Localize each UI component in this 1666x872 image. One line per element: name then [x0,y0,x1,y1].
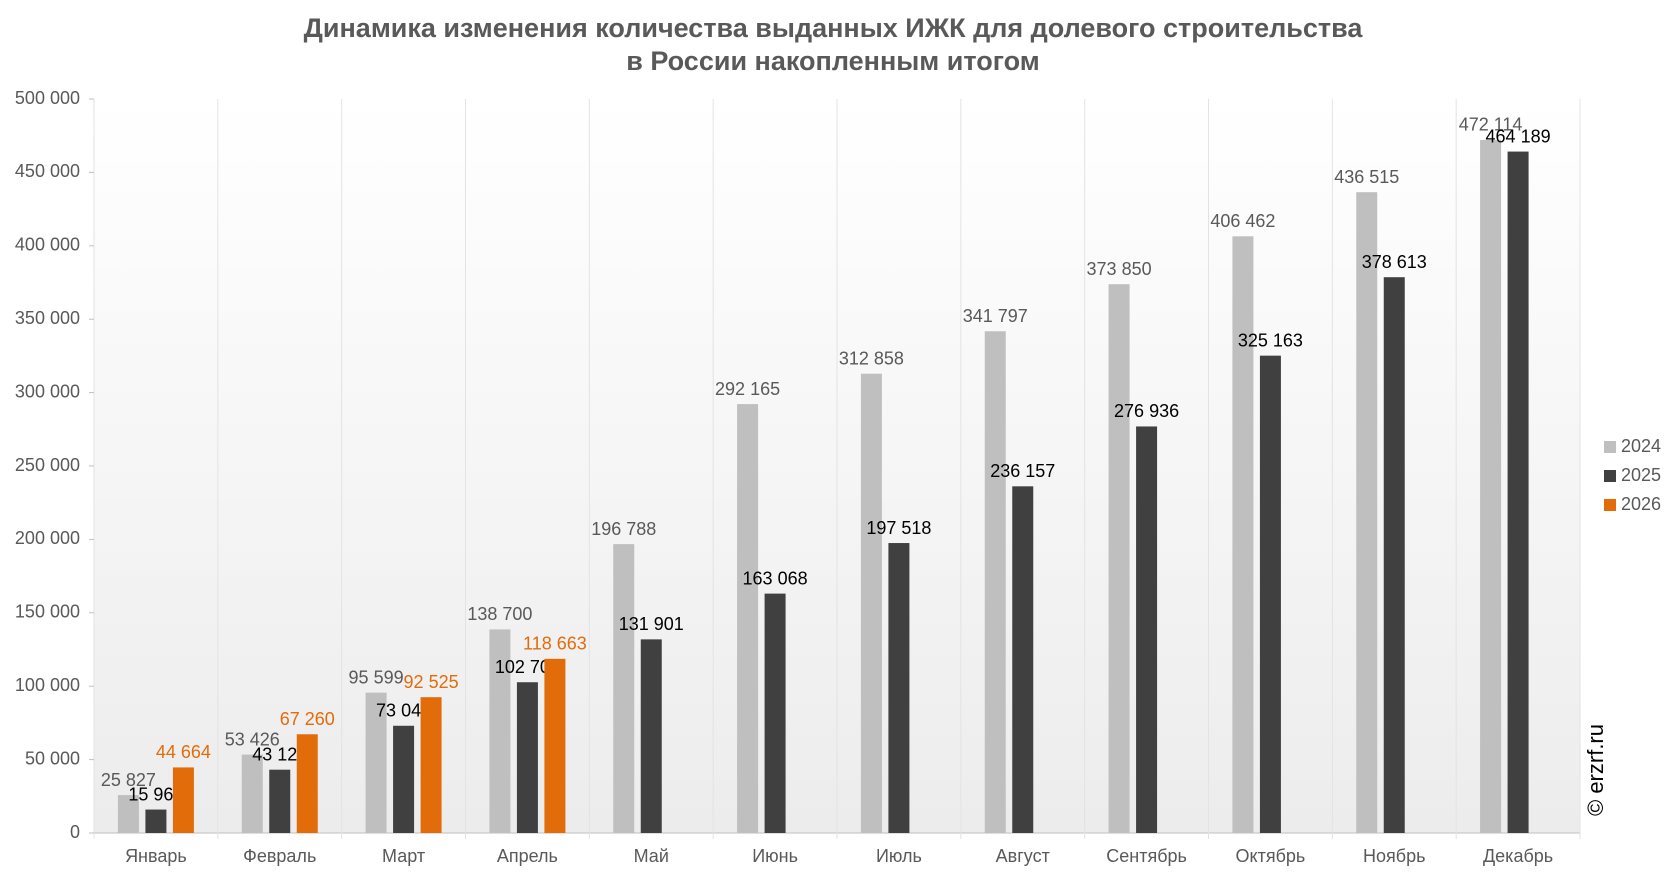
data-label: 25 827 [101,770,156,790]
y-tick-label: 350 000 [15,308,80,328]
bar [1356,192,1378,833]
bar [1136,426,1158,833]
y-tick-label: 200 000 [15,528,80,548]
x-tick-label: Октябрь [1236,846,1306,866]
bar [1232,236,1254,833]
y-tick-label: 250 000 [15,455,80,475]
y-tick-label: 300 000 [15,381,80,401]
data-label: 118 663 [523,634,587,654]
data-label: 436 515 [1334,167,1399,187]
data-label: 92 525 [404,672,459,692]
bar [489,629,511,833]
x-tick-label: Декабрь [1483,846,1553,866]
bar [241,754,263,833]
bar [516,682,538,833]
data-label: 341 797 [963,306,1028,326]
chart-title: в России накопленным итогом [626,46,1040,76]
data-label: 44 664 [156,742,211,762]
bar [544,658,566,833]
data-label: 138 700 [467,604,532,624]
x-tick-label: Август [996,846,1050,866]
bar [860,373,882,833]
bar [1259,355,1281,833]
bar [393,725,415,833]
bar [365,692,387,833]
bar [1383,277,1405,833]
data-label: 406 462 [1210,211,1275,231]
data-label: 131 901 [619,614,684,634]
chart-title: Динамика изменения количества выданных И… [304,13,1364,43]
data-label: 73 043 [376,701,431,721]
bar [764,593,786,833]
y-tick-label: 500 000 [15,88,80,108]
data-label: 236 157 [990,461,1055,481]
y-tick-label: 150 000 [15,602,80,622]
legend-label: 2026 [1621,494,1661,514]
data-label: 312 858 [839,348,904,368]
bar [1012,486,1034,833]
data-label: 472 114 [1459,115,1523,135]
data-label: 95 599 [349,667,404,687]
bar [640,639,662,833]
bar [984,331,1006,833]
y-tick-label: 400 000 [15,235,80,255]
bar [145,809,167,833]
data-label: 43 127 [252,744,307,764]
x-tick-label: Июль [876,846,922,866]
x-tick-label: Июнь [752,846,798,866]
legend-label: 2025 [1621,465,1661,485]
bar [172,767,194,833]
y-tick-label: 100 000 [15,675,80,695]
y-tick-label: 50 000 [25,748,80,768]
y-tick-label: 0 [70,822,80,842]
data-label: 53 426 [225,729,280,749]
data-label: 67 260 [280,709,335,729]
legend-swatch [1604,470,1616,482]
data-label: 464 189 [1486,126,1551,146]
x-tick-label: Январь [125,846,187,866]
x-tick-label: Май [634,846,669,866]
bar [613,544,635,833]
legend-swatch [1604,441,1616,453]
data-label: 197 518 [866,518,931,538]
data-label: 15 967 [128,784,183,804]
watermark: © erzrf.ru [1583,724,1608,816]
x-tick-label: Февраль [243,846,316,866]
x-tick-label: Апрель [497,846,558,866]
bar [420,697,442,833]
y-tick-label: 450 000 [15,161,80,181]
x-tick-label: Ноябрь [1363,846,1425,866]
bar [888,543,910,833]
bar [117,795,139,833]
data-label: 276 936 [1114,401,1179,421]
data-label: 163 068 [743,568,808,588]
data-label: 378 613 [1362,252,1427,272]
bar [1108,284,1130,833]
data-label: 373 850 [1087,259,1152,279]
data-label: 196 788 [591,519,656,539]
bar [1507,151,1529,833]
x-tick-label: Март [382,846,425,866]
data-label: 292 165 [715,379,780,399]
bar [269,769,291,833]
bar [296,734,318,833]
bar [1480,139,1502,833]
legend-label: 2024 [1621,436,1661,456]
data-label: 325 163 [1238,330,1303,350]
bar [737,404,759,833]
data-label: 102 705 [495,657,560,677]
x-tick-label: Сентябрь [1106,846,1187,866]
legend-swatch [1604,499,1616,511]
